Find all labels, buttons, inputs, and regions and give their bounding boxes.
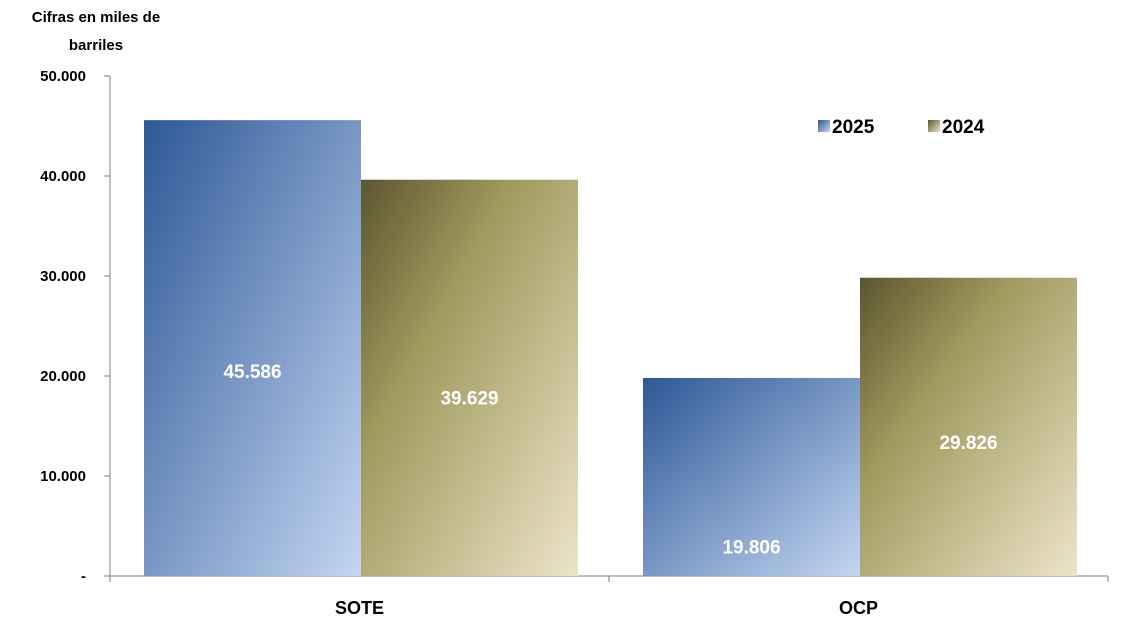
legend: 2025 2024 [818, 117, 985, 138]
y-axis-ticks: - 10.000 20.000 30.000 40.000 50.000 [40, 68, 110, 585]
y-tick-label: 20.000 [40, 368, 86, 385]
bar-ocp-2024 [860, 277, 1077, 576]
data-label-sote-2025: 45.586 [223, 362, 281, 383]
data-labels-group: 45.586 39.629 19.806 29.826 [223, 362, 997, 558]
legend-label-2024: 2024 [942, 117, 985, 138]
x-axis-ticks [109, 576, 1109, 582]
data-label-ocp-2025: 19.806 [722, 537, 780, 558]
bar-sote-2024 [361, 179, 578, 576]
legend-swatch-2025 [818, 120, 830, 132]
bar-ocp-2025 [643, 377, 860, 576]
category-labels-group: SOTE OCP [335, 598, 878, 618]
category-label-ocp: OCP [839, 598, 878, 618]
y-tick-label: 10.000 [40, 468, 86, 485]
y-tick-label: 50.000 [40, 68, 86, 85]
y-tick-label: 30.000 [40, 268, 86, 285]
unit-label-line-2: barriles [69, 37, 123, 54]
data-label-ocp-2024: 29.826 [939, 433, 997, 454]
bars-group [144, 120, 1077, 576]
y-tick-label: - [81, 568, 86, 585]
y-tick-label: 40.000 [40, 168, 86, 185]
legend-swatch-2024 [928, 120, 940, 132]
legend-label-2025: 2025 [832, 117, 875, 138]
data-label-sote-2024: 39.629 [440, 389, 498, 410]
bar-sote-2025 [144, 120, 361, 576]
category-label-sote: SOTE [335, 598, 384, 618]
unit-label-line-1: Cifras en miles de [32, 9, 160, 26]
